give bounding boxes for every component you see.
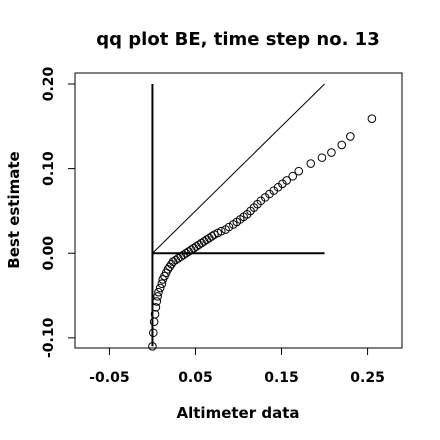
chart-title: qq plot BE, time step no. 13 <box>96 29 379 50</box>
data-point-51 <box>282 176 291 185</box>
data-point-6 <box>153 292 162 301</box>
data-point-59 <box>367 114 377 123</box>
x-tick-label-0: -0.05 <box>89 370 129 386</box>
data-point-36 <box>224 222 234 232</box>
x-axis: -0.05 0.05 0.15 0.25 <box>89 348 385 386</box>
data-point-3 <box>150 309 160 319</box>
y-tick-label-1: 0.00 <box>41 236 57 271</box>
y-axis-title: Best estimate <box>5 151 23 268</box>
x-tick-label-1: 0.05 <box>178 370 213 386</box>
data-point-8 <box>155 283 165 293</box>
reference-line-identity <box>152 83 325 254</box>
y-tick-label-0: -0.10 <box>41 317 57 358</box>
data-point-53 <box>294 166 304 176</box>
data-point-4 <box>151 303 161 312</box>
data-point-57 <box>337 140 347 150</box>
y-axis: -0.10 0.00 0.10 0.20 <box>41 66 75 358</box>
data-point-7 <box>154 287 163 297</box>
data-point-34 <box>216 226 226 236</box>
data-points <box>148 114 377 351</box>
data-point-9 <box>157 279 167 288</box>
data-point-54 <box>306 159 316 168</box>
y-tick-label-3: 0.20 <box>41 66 57 101</box>
data-point-1 <box>149 328 158 338</box>
data-point-58 <box>346 132 355 141</box>
x-tick-label-2: 0.15 <box>264 370 299 386</box>
reference-lines <box>151 83 325 347</box>
data-point-5 <box>152 297 162 306</box>
y-tick-label-2: 0.10 <box>41 151 57 186</box>
plot-frame <box>74 72 403 349</box>
data-point-55 <box>317 153 327 162</box>
data-point-0 <box>148 342 157 351</box>
data-point-52 <box>288 171 298 181</box>
x-axis-title: Altimeter data <box>177 404 300 422</box>
data-point-56 <box>327 148 336 157</box>
x-tick-label-3: 0.25 <box>350 370 385 386</box>
